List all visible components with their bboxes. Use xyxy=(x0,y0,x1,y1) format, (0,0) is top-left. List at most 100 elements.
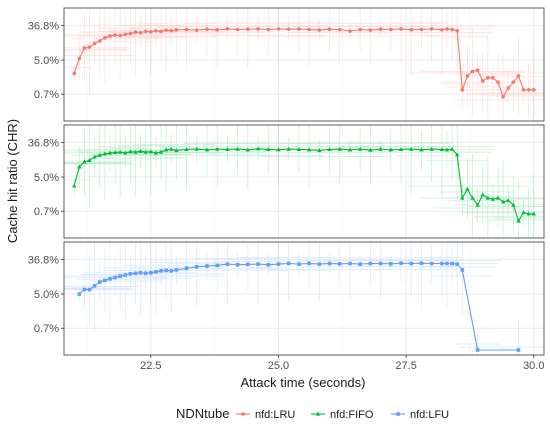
data-point xyxy=(511,202,516,207)
x-tick-label: 27.5 xyxy=(395,360,416,372)
data-point xyxy=(440,261,444,266)
data-point xyxy=(102,151,108,156)
data-point xyxy=(112,150,118,155)
data-point xyxy=(169,146,174,151)
data-point xyxy=(154,28,158,33)
data-point xyxy=(194,146,199,151)
data-point xyxy=(491,76,495,80)
data-point xyxy=(118,274,122,278)
data-point xyxy=(153,150,159,155)
panel-border xyxy=(63,241,545,356)
data-point xyxy=(470,195,475,200)
data-point xyxy=(357,146,363,151)
legend-key-marker xyxy=(241,412,245,416)
data-point xyxy=(501,95,505,99)
y-tick-label: 36.8% xyxy=(28,137,59,149)
legend-item: nfd:LFU xyxy=(391,409,449,421)
data-point xyxy=(77,164,82,169)
data-point xyxy=(531,88,536,92)
data-point xyxy=(490,196,496,201)
data-point xyxy=(399,27,403,31)
data-point xyxy=(439,147,445,152)
data-point xyxy=(235,27,240,32)
data-point xyxy=(143,149,148,154)
data-point xyxy=(97,152,102,157)
y-tick-label: 36.8% xyxy=(28,20,59,32)
data-point xyxy=(327,27,332,32)
x-axis-title: Attack time (seconds) xyxy=(241,375,366,390)
data-point xyxy=(138,270,143,275)
data-point xyxy=(419,261,424,266)
data-point xyxy=(266,262,271,267)
data-point xyxy=(117,149,123,154)
data-point xyxy=(77,292,82,296)
data-point xyxy=(123,32,128,37)
legend-label: nfd:FIFO xyxy=(330,409,374,421)
data-point xyxy=(215,263,219,268)
data-point xyxy=(164,28,168,32)
data-point xyxy=(409,261,414,266)
legend-key-marker xyxy=(396,412,400,416)
data-point xyxy=(92,284,97,288)
data-point xyxy=(123,273,128,277)
legend-label: nfd:LRU xyxy=(255,409,295,421)
data-point xyxy=(389,262,393,266)
y-tick-label: 5.0% xyxy=(34,172,59,184)
data-point xyxy=(163,147,169,152)
data-point xyxy=(378,261,383,266)
data-point xyxy=(205,27,209,32)
data-point xyxy=(205,264,209,268)
data-point xyxy=(276,147,281,152)
data-point xyxy=(297,262,301,266)
data-point xyxy=(526,88,531,92)
data-point xyxy=(337,27,342,32)
data-point xyxy=(133,149,138,154)
data-point xyxy=(378,146,383,151)
panel-background xyxy=(64,125,544,238)
data-point xyxy=(184,147,189,152)
data-point xyxy=(306,147,312,152)
data-point xyxy=(225,262,230,266)
data-point xyxy=(521,210,526,215)
data-point xyxy=(297,27,301,31)
data-point xyxy=(266,147,271,152)
data-point xyxy=(389,27,393,32)
data-point xyxy=(358,27,362,32)
x-axis: 22.5 25.0 27.5 30.0 xyxy=(140,355,544,372)
data-point xyxy=(72,71,77,76)
chart-panel: 0.7% 5.0% 36.8% xyxy=(28,241,545,356)
data-point xyxy=(347,147,353,152)
data-point xyxy=(521,88,526,92)
data-point xyxy=(103,36,107,40)
data-point xyxy=(87,158,92,163)
data-point xyxy=(465,186,470,191)
data-point xyxy=(82,287,87,292)
data-point xyxy=(92,154,97,159)
legend-item: nfd:LRU xyxy=(236,409,295,421)
data-point xyxy=(286,27,291,32)
data-point xyxy=(118,33,122,38)
data-point xyxy=(516,348,521,352)
legend-title: NDNtube xyxy=(176,406,229,421)
data-point xyxy=(399,261,403,266)
series-line xyxy=(78,262,519,351)
data-point xyxy=(445,27,449,31)
panel-border xyxy=(63,124,545,239)
data-point xyxy=(368,261,373,266)
data-point xyxy=(455,262,459,266)
data-point xyxy=(123,150,128,155)
data-point xyxy=(470,69,475,74)
data-point xyxy=(255,146,261,151)
data-point xyxy=(398,147,404,152)
data-point xyxy=(225,27,230,31)
data-point xyxy=(158,149,164,154)
data-point xyxy=(445,261,449,266)
data-point xyxy=(516,74,521,78)
data-point xyxy=(327,147,332,152)
data-point xyxy=(419,147,424,152)
data-point xyxy=(317,148,322,153)
data-point xyxy=(164,268,168,273)
data-point xyxy=(327,261,332,266)
data-point xyxy=(174,148,179,153)
data-point xyxy=(256,27,260,31)
